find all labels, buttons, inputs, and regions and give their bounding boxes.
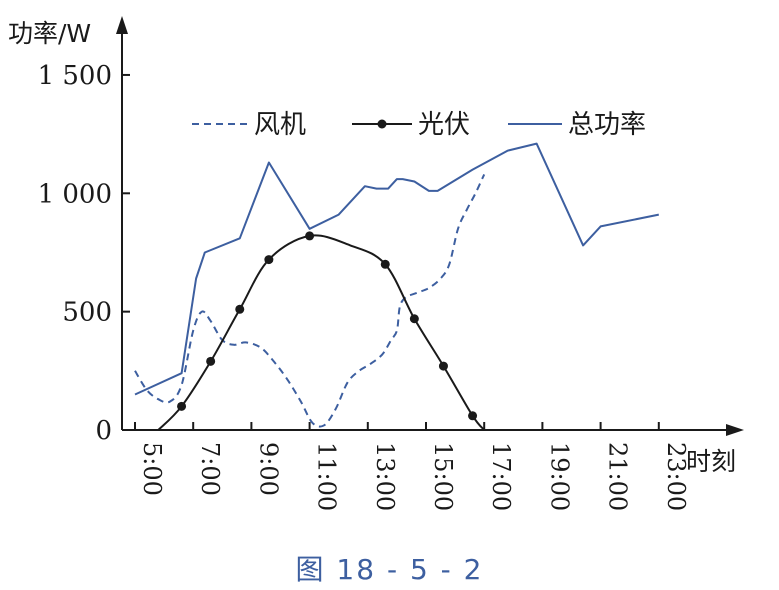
x-tick-label: 7:00: [196, 442, 224, 496]
x-tick-label: 11:00: [313, 442, 341, 511]
pv-data-point: [409, 314, 419, 324]
axes: 功率/W 时刻 0 500 1 000 1 500 5:00 7:00 9:00 11:00 13:…: [8, 16, 744, 511]
x-tick-label: 13:00: [371, 442, 399, 511]
pv-data-point: [305, 231, 315, 241]
legend-label-total: 总功率: [568, 110, 646, 140]
series-line-total: [134, 142, 659, 396]
x-axis-title: 时刻: [686, 447, 736, 476]
series-layer: [134, 142, 659, 431]
series-line-pv: [157, 234, 485, 431]
y-axis-arrow: [116, 16, 128, 34]
x-axis-arrow: [726, 424, 744, 436]
y-tick-label: 500: [62, 298, 112, 328]
x-tick-label: 5:00: [138, 442, 166, 496]
y-tick-label: 1 000: [38, 179, 112, 209]
pv-data-point: [235, 304, 245, 314]
x-tick-label: 9:00: [254, 442, 282, 496]
x-tick-label: 19:00: [545, 442, 573, 511]
y-tick-label: 1 500: [38, 61, 112, 91]
x-tick-label: 23:00: [662, 442, 690, 511]
legend-label-pv: 光伏: [418, 110, 470, 140]
y-tick-label: 0: [95, 416, 112, 446]
x-tick-label: 15:00: [429, 442, 457, 511]
y-axis-title: 功率/W: [8, 19, 91, 48]
legend: 风机 光伏 总功率: [192, 110, 646, 140]
pv-data-point: [206, 356, 216, 366]
pv-data-point: [468, 411, 478, 421]
legend-marker-pv: [377, 119, 387, 129]
power-chart: 功率/W 时刻 0 500 1 000 1 500 5:00 7:00 9:00 11:00 13:…: [8, 16, 744, 511]
series-line-wind: [134, 173, 486, 428]
legend-label-wind: 风机: [254, 110, 306, 140]
pv-data-point: [177, 401, 187, 411]
figure-caption: 图 18 - 5 - 2: [295, 553, 484, 586]
x-tick-label: 17:00: [487, 442, 515, 511]
x-tick-label: 21:00: [604, 442, 632, 511]
pv-data-point: [438, 361, 448, 371]
pv-data-point: [264, 255, 274, 265]
pv-data-point: [380, 259, 390, 269]
